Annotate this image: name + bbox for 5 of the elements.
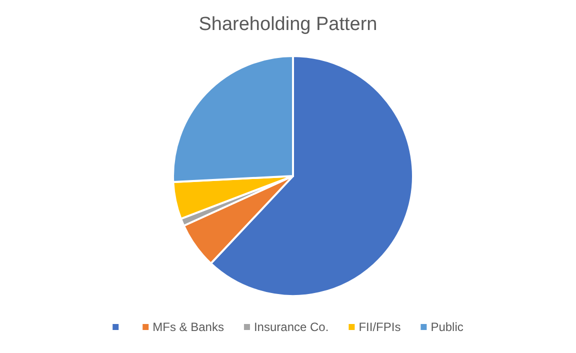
legend-label: FII/FPIs: [358, 320, 401, 334]
legend-label: MFs & Banks: [152, 320, 224, 334]
chart-title: Shareholding Pattern: [198, 14, 378, 35]
legend-label: Public: [430, 320, 464, 334]
legend-label: Insurance Co.: [254, 320, 329, 334]
